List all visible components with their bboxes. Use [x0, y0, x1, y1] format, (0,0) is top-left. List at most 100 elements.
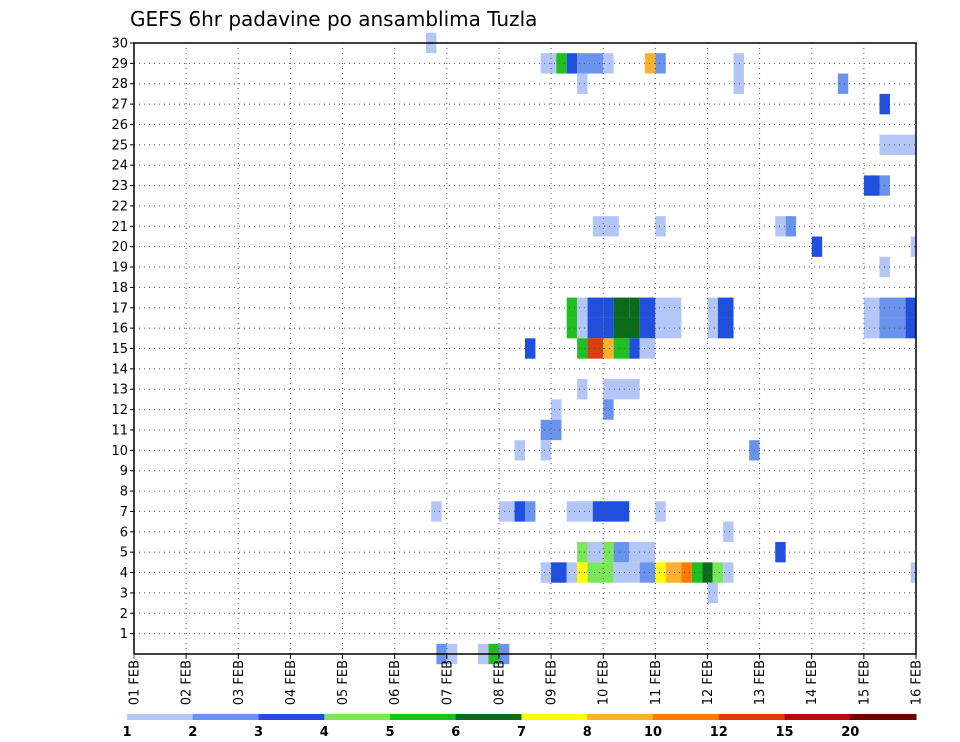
colorbar-swatch — [718, 714, 785, 720]
x-axis: 01 FEB 02 FEB 03 FEB 04 FEB 05 FEB 06 FEB 07 F… — [128, 654, 925, 705]
y-tick-label: 4 — [120, 566, 128, 581]
y-tick-label: 29 — [111, 57, 128, 72]
heatmap-cell — [879, 297, 906, 318]
heatmap-cell — [603, 379, 640, 400]
colorbar-swatch — [455, 714, 522, 720]
heatmap-cell — [639, 562, 656, 583]
x-tick-label: 09 FEB — [545, 660, 560, 705]
heatmap-cell — [655, 501, 666, 522]
colorbar-label: 15 — [775, 725, 793, 740]
x-tick-label: 10 FEB — [597, 660, 612, 705]
y-tick-label: 30 — [111, 37, 128, 52]
chart-title: GEFS 6hr padavine po ansamblima Tuzla — [130, 7, 537, 31]
heatmap-cell — [540, 419, 562, 441]
colorbar-swatch — [850, 714, 917, 720]
heatmap-cell — [639, 297, 656, 318]
y-tick-label: 15 — [111, 342, 128, 357]
y-tick-label: 8 — [120, 485, 128, 500]
heatmap-cell — [613, 338, 630, 359]
heatmap-cell — [665, 562, 682, 583]
y-tick-label: 13 — [111, 383, 128, 398]
heatmap-cell — [712, 562, 724, 583]
y-tick-label: 6 — [120, 525, 128, 540]
heatmap-cell — [655, 297, 682, 318]
grid-lines — [133, 42, 917, 654]
heatmap-cell — [577, 53, 604, 74]
heatmap-cell — [775, 216, 786, 237]
y-tick-label: 26 — [111, 118, 128, 133]
x-tick-label: 03 FEB — [232, 660, 247, 705]
x-tick-label: 12 FEB — [701, 660, 716, 705]
colorbar-swatch — [127, 714, 194, 720]
heatmap-cell — [577, 317, 588, 339]
heatmap-cell — [577, 541, 588, 563]
heatmap-cells — [425, 32, 916, 665]
colorbar-label: 8 — [583, 725, 592, 740]
heatmap-cell — [717, 297, 734, 318]
heatmap-cell — [655, 216, 666, 237]
heatmap-cell — [587, 317, 604, 339]
x-tick-label: 14 FEB — [805, 660, 820, 705]
x-tick-label: 05 FEB — [336, 660, 351, 705]
y-tick-label: 28 — [111, 77, 128, 92]
heatmap-cell — [498, 501, 515, 522]
y-tick-label: 25 — [111, 138, 128, 153]
colorbar-label: 3 — [254, 725, 263, 740]
y-tick-label: 20 — [111, 240, 128, 255]
x-tick-label: 02 FEB — [180, 660, 195, 705]
x-tick-label: 16 FEB — [910, 660, 925, 705]
heatmap-cell — [577, 379, 588, 400]
heatmap-cell — [577, 338, 588, 359]
heatmap-cell — [910, 562, 916, 583]
heatmap-cell — [717, 317, 734, 339]
colorbar-label: 4 — [320, 725, 329, 740]
y-tick-label: 3 — [120, 586, 128, 601]
x-tick-label: 01 FEB — [128, 660, 143, 705]
heatmap-cell — [879, 134, 916, 156]
heatmap-cell — [587, 562, 614, 583]
heatmap-cell — [551, 399, 562, 420]
heatmap-cell — [910, 236, 916, 257]
heatmap-cell — [681, 562, 692, 583]
heatmap-cell — [863, 297, 880, 318]
heatmap-cell — [603, 53, 614, 74]
heatmap-cell — [639, 338, 656, 359]
heatmap-cell — [707, 582, 718, 604]
x-tick-label: 08 FEB — [492, 660, 507, 705]
heatmap-cell — [592, 501, 630, 522]
heatmap-cell — [577, 562, 588, 583]
heatmap-cell — [613, 562, 640, 583]
heatmap-cell — [566, 53, 578, 74]
colorbar-label: 2 — [188, 725, 197, 740]
colorbar-swatch — [390, 714, 457, 720]
colorbar: 1 2 3 4 5 6 7 8 10 12 15 20 — [122, 714, 917, 740]
heatmap-cell — [603, 541, 614, 563]
heatmap-cell — [613, 541, 630, 563]
colorbar-label: 12 — [710, 725, 728, 740]
heatmap-cell — [707, 297, 718, 318]
y-tick-label: 12 — [111, 403, 128, 418]
y-tick-label: 27 — [111, 98, 128, 113]
y-tick-label: 18 — [111, 281, 128, 296]
heatmap-cell — [723, 521, 734, 542]
heatmap-cell — [540, 53, 557, 74]
heatmap-cell — [785, 216, 797, 237]
x-tick-label: 13 FEB — [753, 660, 768, 705]
heatmap-cell — [603, 399, 614, 420]
heatmap-cell — [863, 317, 880, 339]
heatmap-cell — [733, 53, 744, 74]
y-tick-label: 22 — [111, 199, 128, 214]
heatmap-cell — [587, 541, 604, 563]
heatmap-cell — [577, 73, 588, 94]
y-tick-label: 17 — [111, 301, 128, 316]
y-tick-label: 16 — [111, 322, 128, 337]
heatmap-cell — [525, 501, 536, 522]
heatmap-cell — [905, 297, 916, 318]
heatmap-cell — [540, 440, 552, 461]
y-tick-label: 5 — [120, 546, 128, 561]
y-tick-label: 2 — [120, 607, 128, 622]
heatmap-cell — [707, 317, 718, 339]
heatmap-cell — [556, 53, 567, 74]
heatmap-cell — [525, 338, 536, 359]
